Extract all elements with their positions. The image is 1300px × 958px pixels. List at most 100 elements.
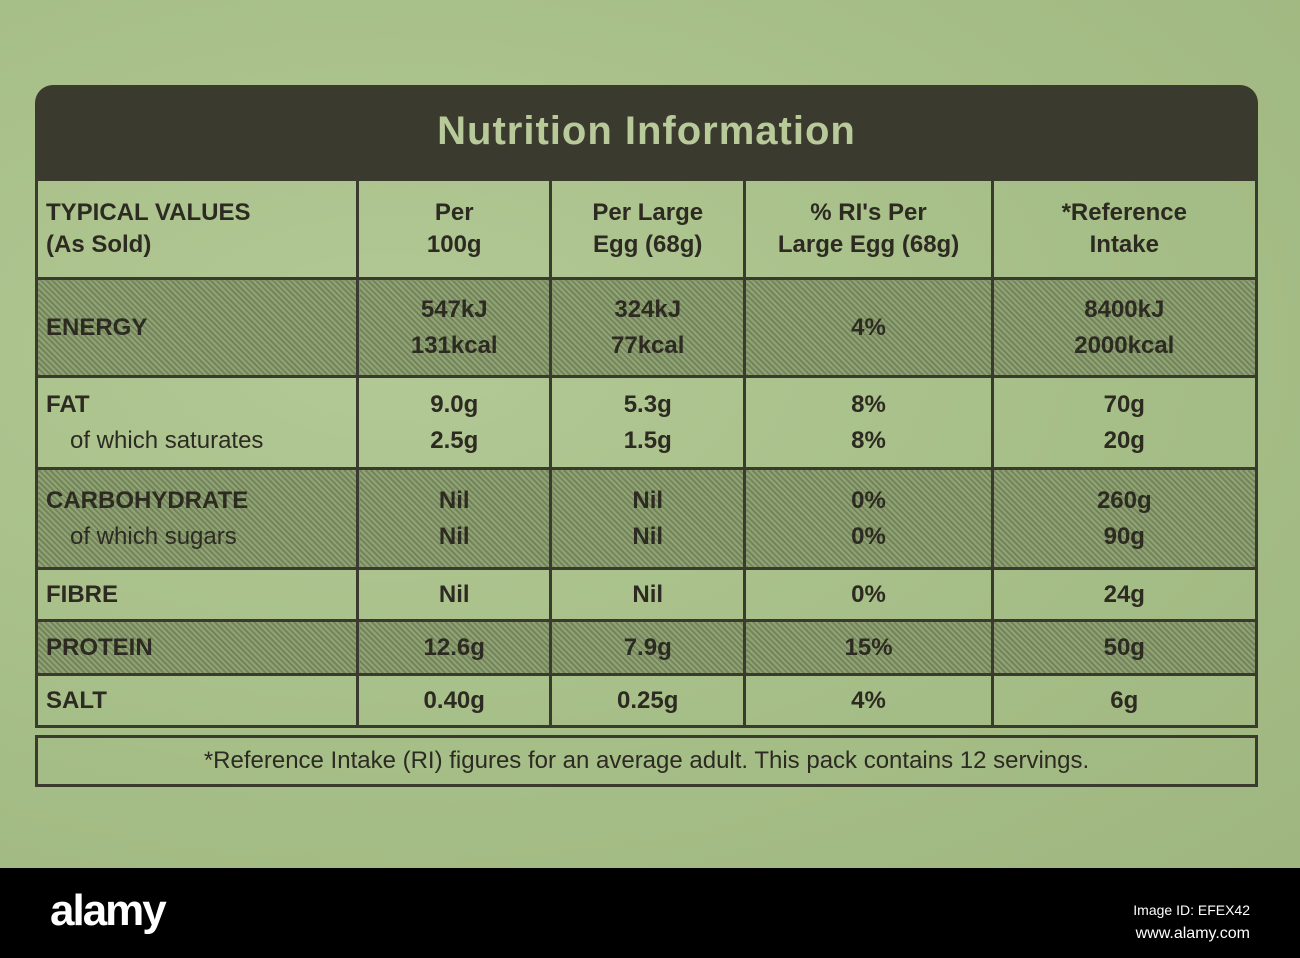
value-ri: 8% 8% — [743, 375, 994, 470]
watermark-url: www.alamy.com — [1135, 925, 1250, 942]
value-ref-text: 6g — [1110, 686, 1139, 714]
value-ref-text: 20g — [1103, 426, 1145, 454]
value-ref-text: 24g — [1103, 580, 1145, 608]
value-ri: 0% — [743, 567, 994, 622]
nutrient-name: FIBRE — [34, 567, 360, 622]
nutrition-label: Nutrition Information TYPICAL VALUES (As … — [34, 85, 1259, 787]
column-header-text: (As Sold) — [46, 231, 152, 258]
value-perEgg-text: 5.3g — [623, 390, 672, 418]
column-header-text: Per Large — [592, 199, 704, 226]
column-header: *Reference Intake — [990, 178, 1259, 280]
value-perEgg: 0.25g — [548, 673, 747, 728]
image-id: Image ID: EFEX42 — [1133, 902, 1250, 918]
value-ri-text: 4% — [851, 686, 886, 714]
value-ref: 260g 90g — [990, 467, 1259, 570]
value-per100-text: 547kJ — [420, 295, 488, 323]
value-per100: 12.6g — [356, 619, 552, 676]
nutrient-row: FAT of which saturates 9.0g 2.5g 5.3g 1.5g 8% 8… — [34, 375, 1259, 470]
nutrient-row: PROTEIN 12.6g 7.9g 15% 50g — [34, 619, 1259, 676]
value-perEgg-text: Nil — [632, 486, 664, 514]
value-ri-text: 0% — [851, 486, 886, 514]
value-ref-text: 260g — [1096, 486, 1152, 514]
value-perEgg-text: Nil — [632, 522, 664, 550]
nutrient-name-text: ENERGY — [46, 313, 148, 341]
value-ri-text: 0% — [851, 522, 886, 550]
value-per100-text: 9.0g — [430, 390, 479, 418]
value-ref: 8400kJ 2000kcal — [990, 277, 1259, 378]
nutrient-name-text: FAT — [46, 390, 90, 418]
value-per100: 9.0g 2.5g — [356, 375, 552, 470]
value-ref-text: 90g — [1103, 522, 1145, 550]
value-ri: 4% — [743, 673, 994, 728]
column-header: TYPICAL VALUES (As Sold) — [34, 178, 360, 280]
nutrient-name: FAT of which saturates — [34, 375, 360, 470]
value-per100-text: 0.40g — [423, 686, 485, 714]
value-perEgg-text: 7.9g — [623, 633, 672, 661]
value-ref: 6g — [990, 673, 1259, 728]
value-perEgg-text: Nil — [632, 580, 664, 608]
value-ri: 0% 0% — [743, 467, 994, 570]
nutrient-row: FIBRE Nil Nil 0% 24g — [34, 567, 1259, 622]
value-perEgg-text: 1.5g — [623, 426, 672, 454]
value-ri-text: 15% — [844, 633, 893, 661]
value-perEgg-text: 77kcal — [611, 331, 685, 359]
value-perEgg-text: 0.25g — [617, 686, 679, 714]
value-ref-text: 2000kcal — [1074, 331, 1175, 359]
value-ri: 4% — [743, 277, 994, 378]
value-perEgg: 5.3g 1.5g — [548, 375, 747, 470]
value-per100-text: Nil — [438, 486, 470, 514]
value-per100-text: 131kcal — [410, 331, 498, 359]
value-per100: Nil Nil — [356, 467, 552, 570]
value-perEgg: Nil — [548, 567, 747, 622]
value-ref-text: 50g — [1103, 633, 1145, 661]
nutrient-row: SALT 0.40g 0.25g 4% 6g — [34, 673, 1259, 728]
nutrient-name-text: FIBRE — [46, 580, 118, 608]
footnote: *Reference Intake (RI) figures for an av… — [35, 735, 1258, 787]
nutrient-name: ENERGY — [34, 277, 360, 378]
value-perEgg: 324kJ 77kcal — [548, 277, 747, 378]
nutrient-name: PROTEIN — [34, 619, 360, 676]
watermark-bar: alamy Image ID: EFEX42 www.alamy.com — [0, 868, 1300, 958]
title-bar: Nutrition Information — [35, 85, 1258, 178]
column-header: Per 100g — [356, 178, 552, 280]
nutrient-row: ENERGY 547kJ 131kcal 324kJ 77kcal 4% 8400kJ 200… — [34, 277, 1259, 378]
value-ref: 50g — [990, 619, 1259, 676]
image-identity: Image ID: EFEX42 www.alamy.com — [1133, 898, 1250, 946]
nutrient-name: SALT — [34, 673, 360, 728]
value-per100: Nil — [356, 567, 552, 622]
alamy-logo: alamy — [50, 886, 167, 935]
nutrient-name: CARBOHYDRATE of which sugars — [34, 467, 360, 570]
column-header: % RI's Per Large Egg (68g) — [743, 178, 994, 280]
value-ref-text: 8400kJ — [1084, 295, 1165, 323]
value-per100: 547kJ 131kcal — [356, 277, 552, 378]
value-perEgg: 7.9g — [548, 619, 747, 676]
column-header: Per Large Egg (68g) — [548, 178, 747, 280]
value-ri-text: 8% — [851, 390, 886, 418]
column-header-text: TYPICAL VALUES — [46, 199, 251, 226]
value-ri-text: 4% — [851, 313, 886, 341]
nutrient-row: CARBOHYDRATE of which sugars Nil Nil Nil Nil 0… — [34, 467, 1259, 570]
value-perEgg-text: 324kJ — [614, 295, 682, 323]
column-header-text: % RI's Per — [810, 199, 927, 226]
nutrient-name-text: of which sugars — [70, 522, 237, 550]
header-row: TYPICAL VALUES (As Sold) Per 100g Per Large E… — [34, 178, 1259, 280]
value-ri-text: 0% — [851, 580, 886, 608]
label-title: Nutrition Information — [437, 109, 856, 153]
nutrient-name-text: SALT — [46, 686, 107, 714]
value-per100-text: 12.6g — [423, 633, 485, 661]
column-header-text: Intake — [1089, 231, 1159, 258]
column-header-text: *Reference — [1061, 199, 1187, 226]
value-per100-text: Nil — [438, 522, 470, 550]
value-perEgg: Nil Nil — [548, 467, 747, 570]
nutrient-name-text: of which saturates — [70, 426, 264, 454]
nutrient-name-text: PROTEIN — [46, 633, 153, 661]
value-per100-text: 2.5g — [430, 426, 479, 454]
value-ri-text: 8% — [851, 426, 886, 454]
value-ref: 70g 20g — [990, 375, 1259, 470]
value-per100-text: Nil — [438, 580, 470, 608]
value-ri: 15% — [743, 619, 994, 676]
nutrition-table: TYPICAL VALUES (As Sold) Per 100g Per Large E… — [34, 178, 1259, 728]
value-ref: 24g — [990, 567, 1259, 622]
column-header-text: 100g — [426, 231, 482, 258]
nutrient-name-text: CARBOHYDRATE — [46, 486, 249, 514]
